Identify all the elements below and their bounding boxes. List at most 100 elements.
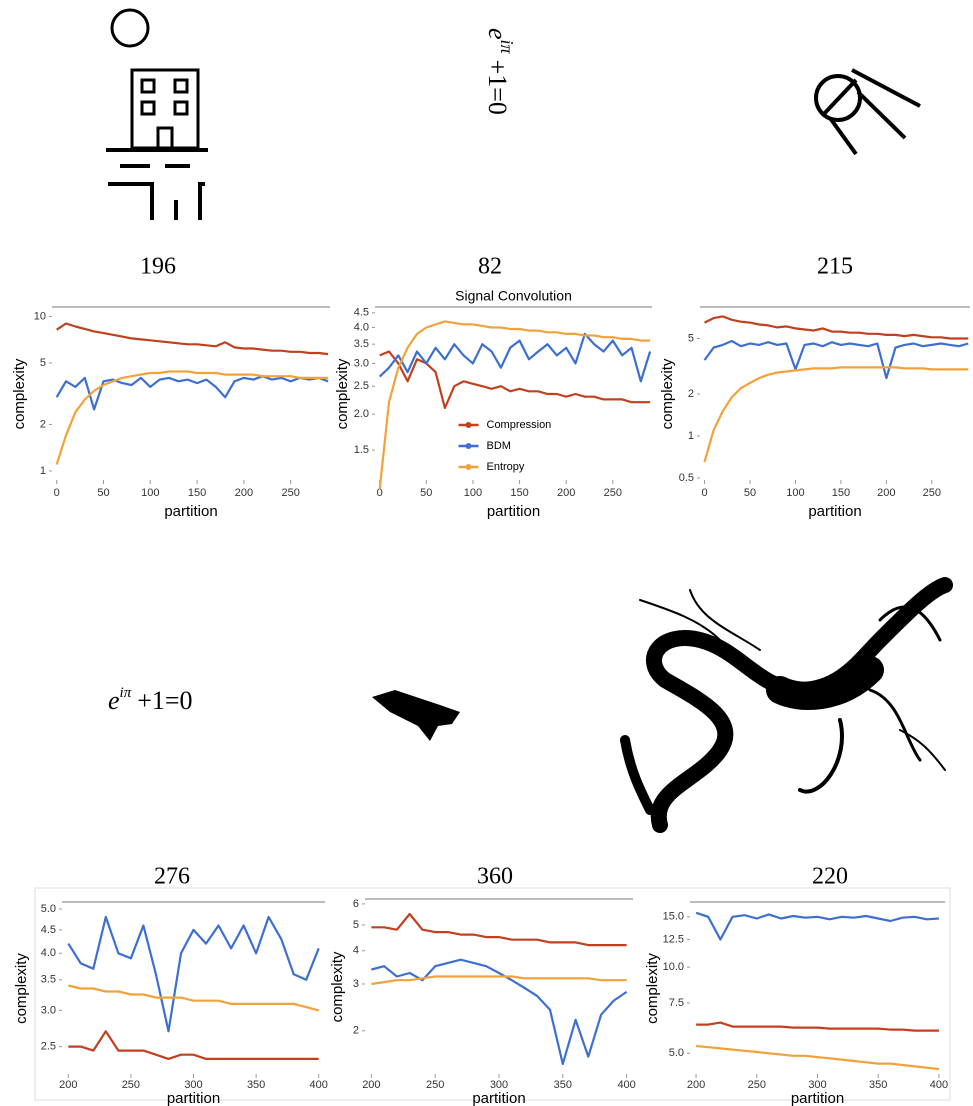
x-tick-label: 150 <box>188 487 206 499</box>
x-axis-label: partition <box>487 503 540 520</box>
building-icon <box>106 8 208 220</box>
x-axis-label: partition <box>164 503 217 520</box>
series-line <box>704 315 969 340</box>
equation-rotated: eiπ +1=0 <box>483 28 517 115</box>
legend-marker <box>465 464 472 470</box>
satellite-icon <box>814 68 921 156</box>
series-line <box>55 370 329 465</box>
eq-rest: +1=0 <box>483 60 512 115</box>
x-tick-label: 250 <box>923 487 941 499</box>
y-tick-label: 4.0 <box>41 947 56 959</box>
x-tick-label: 200 <box>362 1079 380 1091</box>
x-tick-label: 50 <box>744 487 756 499</box>
y-tick-label: 15.0 <box>663 911 684 923</box>
x-tick-label: 200 <box>877 487 895 499</box>
x-tick-label: 100 <box>464 487 482 499</box>
y-tick-label: 3.5 <box>354 338 369 350</box>
y-axis-label: complexity <box>334 358 351 429</box>
y-axis-label: complexity <box>644 953 661 1024</box>
legend-label: BDM <box>487 440 511 452</box>
y-tick-label: 5.0 <box>41 903 56 915</box>
x-axis-label: partition <box>791 1090 844 1106</box>
series-line <box>703 366 969 463</box>
eq-rest: +1=0 <box>137 686 192 715</box>
panel-frame <box>34 887 951 1101</box>
panel-label: 276 <box>154 864 190 890</box>
y-tick-label: 2 <box>688 388 694 400</box>
y-axis-label: complexity <box>13 953 30 1024</box>
x-tick-label: 200 <box>235 487 253 499</box>
y-axis-label: complexity <box>329 951 346 1022</box>
series-line <box>703 339 969 380</box>
x-tick-label: 250 <box>282 487 300 499</box>
x-tick-label: 250 <box>426 1079 444 1091</box>
y-tick-label: 6 <box>353 898 359 910</box>
series-line <box>695 1044 940 1071</box>
y-tick-label: 3.0 <box>41 1004 56 1016</box>
series-line <box>371 912 627 947</box>
y-tick-label: 5 <box>688 332 694 344</box>
x-tick-label: 250 <box>748 1079 766 1091</box>
eq-exponent: iπ <box>497 40 517 55</box>
y-tick-label: 3.0 <box>354 357 369 369</box>
panel-label: 360 <box>477 864 513 890</box>
y-tick-label: 2.0 <box>354 408 369 420</box>
series-line <box>696 1021 939 1032</box>
y-tick-label: 2.5 <box>354 380 369 392</box>
x-tick-label: 200 <box>59 1079 77 1091</box>
x-tick-label: 400 <box>617 1079 635 1091</box>
x-tick-label: 100 <box>786 487 804 499</box>
x-tick-label: 0 <box>701 487 707 499</box>
y-tick-label: 2 <box>353 1025 359 1037</box>
x-tick-label: 150 <box>510 487 528 499</box>
legend-label: Compression <box>487 419 552 431</box>
y-tick-label: 3 <box>353 978 359 990</box>
series-line <box>68 984 319 1012</box>
y-tick-label: 5.0 <box>669 1047 684 1059</box>
x-tick-label: 250 <box>122 1079 140 1091</box>
y-tick-label: 1 <box>688 430 694 442</box>
chart-title: Signal Convolution <box>455 288 572 304</box>
y-axis-label: complexity <box>659 358 676 429</box>
x-tick-label: 350 <box>869 1079 887 1091</box>
x-tick-label: 400 <box>310 1079 328 1091</box>
x-tick-label: 150 <box>832 487 850 499</box>
x-tick-label: 300 <box>184 1079 202 1091</box>
series-line <box>68 1030 319 1060</box>
x-tick-label: 100 <box>141 487 159 499</box>
legend-marker <box>465 422 472 428</box>
series-line <box>67 915 320 1033</box>
y-tick-label: 4.0 <box>354 321 369 333</box>
y-tick-label: 4.5 <box>354 307 369 319</box>
series-line <box>371 958 628 1066</box>
series-line <box>695 911 939 941</box>
x-axis-label: partition <box>472 1090 525 1106</box>
x-tick-label: 350 <box>554 1079 572 1091</box>
x-tick-label: 0 <box>377 487 383 499</box>
y-tick-label: 12.5 <box>663 933 684 945</box>
x-tick-label: 300 <box>490 1079 508 1091</box>
y-tick-label: 10.0 <box>663 961 684 973</box>
y-tick-label: 7.5 <box>669 997 684 1009</box>
x-tick-label: 350 <box>247 1079 265 1091</box>
eq-base: e <box>108 686 120 715</box>
x-tick-label: 300 <box>808 1079 826 1091</box>
y-tick-label: 2.5 <box>41 1041 56 1053</box>
y-tick-label: 3.5 <box>41 974 56 986</box>
x-tick-label: 200 <box>557 487 575 499</box>
x-tick-label: 250 <box>604 487 622 499</box>
series-line <box>378 332 652 383</box>
legend-label: Entropy <box>487 461 525 473</box>
y-tick-label: 5 <box>40 357 46 369</box>
y-tick-label: 4.5 <box>41 924 56 936</box>
x-axis-label: partition <box>167 1090 220 1106</box>
x-tick-label: 400 <box>930 1079 948 1091</box>
y-axis-label: complexity <box>11 358 28 429</box>
shuttle-icon <box>372 690 460 741</box>
y-tick-label: 0.5 <box>679 472 694 484</box>
eq-base: e <box>483 28 512 40</box>
eq-exponent: iπ <box>120 685 132 701</box>
panel-label: 196 <box>140 254 176 280</box>
x-tick-label: 200 <box>687 1079 705 1091</box>
